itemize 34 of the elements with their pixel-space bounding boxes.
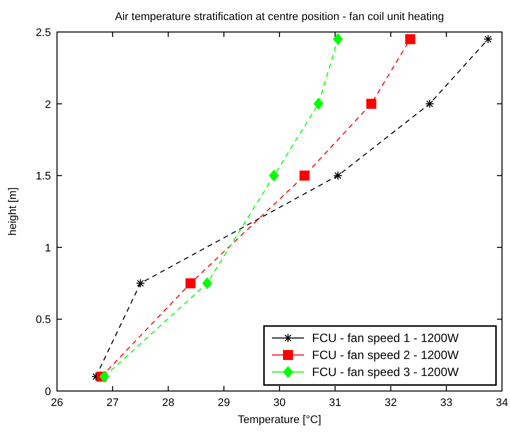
x-tick-label: 33 — [440, 397, 452, 409]
x-axis-title: Temperature [°C] — [238, 414, 322, 426]
x-tick-label: 32 — [384, 397, 397, 409]
point — [313, 98, 324, 110]
legend-label: FCU - fan speed 3 - 1200W — [312, 365, 460, 379]
legend-label: FCU - fan speed 1 - 1200W — [312, 331, 460, 345]
y-tick-label: 2.5 — [36, 27, 51, 39]
point — [425, 99, 434, 108]
x-tick-label: 26 — [50, 397, 64, 409]
y-tick-label: 0.5 — [36, 314, 51, 326]
x-tick-label: 30 — [273, 397, 286, 409]
x-tick-label: 31 — [329, 397, 342, 409]
x-tick-label: 28 — [162, 397, 174, 409]
point — [136, 278, 145, 288]
point — [405, 34, 416, 44]
point — [268, 170, 279, 182]
point — [202, 277, 212, 290]
point — [300, 170, 310, 181]
point — [332, 33, 343, 46]
point — [366, 98, 376, 109]
point — [186, 278, 196, 288]
chart-title: Air temperature stratification at centre position - fan coil unit heating — [115, 11, 444, 23]
y-tick-label: 1 — [44, 242, 51, 254]
point — [99, 370, 110, 383]
y-tick-label: 0 — [44, 386, 51, 398]
point — [484, 34, 493, 44]
legend-label: FCU - fan speed 2 - 1200W — [312, 348, 460, 362]
x-tick-label: 27 — [106, 397, 119, 409]
point — [333, 171, 342, 180]
y-tick-label: 1.5 — [36, 170, 51, 183]
x-tick-label: 34 — [496, 397, 508, 409]
x-tick-label: 29 — [218, 397, 230, 409]
y-tick-label: 2 — [44, 98, 51, 111]
y-axis-title: height [m] — [7, 187, 19, 236]
